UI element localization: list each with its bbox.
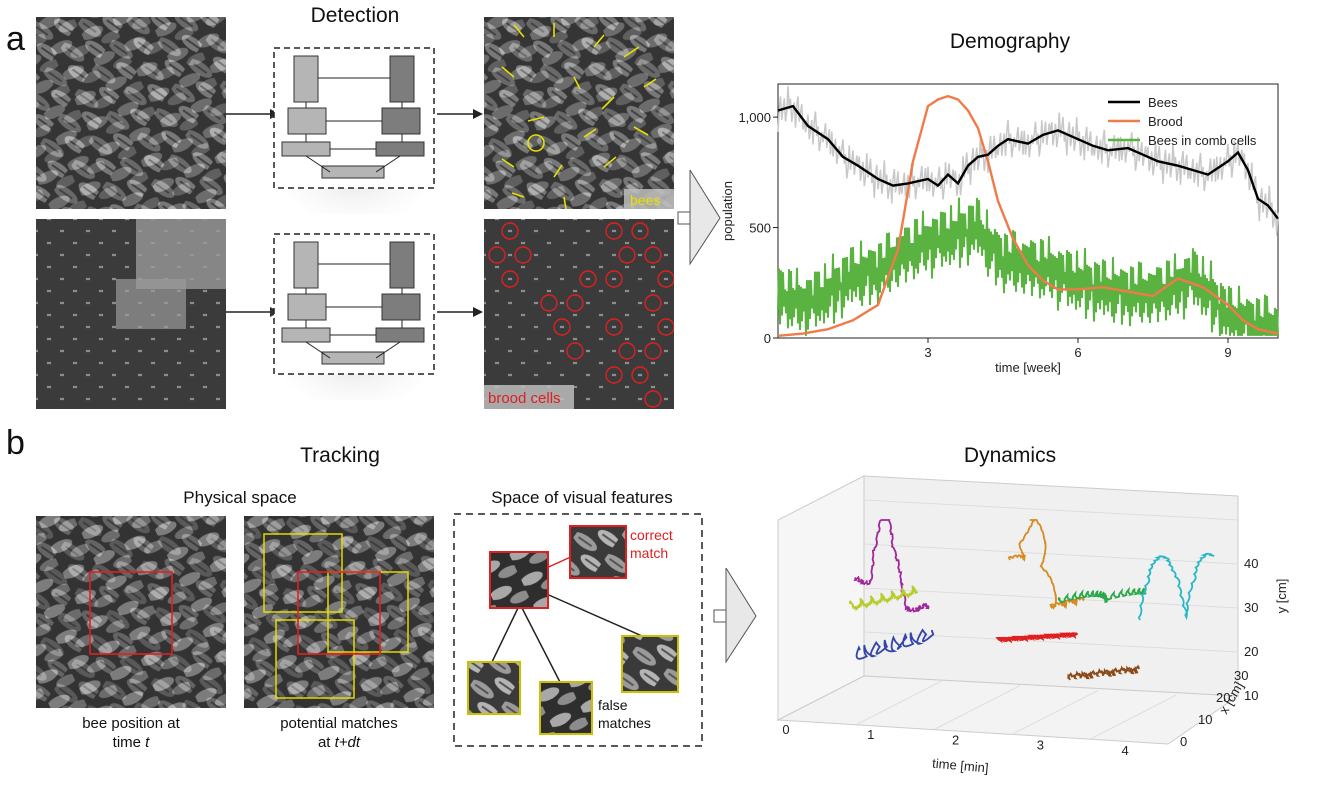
demography-chart: 3 6 9 0 500 1,000 time [week] population Bees Bro… <box>720 83 1279 375</box>
caption-line-1: potential matches <box>280 715 398 732</box>
panel-letter-a: a <box>6 20 25 58</box>
trajectory-line <box>995 632 1079 644</box>
unet-diagram-brood <box>270 233 440 400</box>
x-tick-label: 2 <box>952 732 959 747</box>
bee-position-image <box>36 516 226 708</box>
trajectory-line <box>1007 519 1085 610</box>
x-tick-label: 6 <box>1074 345 1081 360</box>
grid-line <box>863 499 1239 521</box>
back-wall <box>863 475 1239 697</box>
caption-time-prefix: time <box>112 734 146 751</box>
detected-brood-image: brood cells <box>484 219 674 409</box>
caption-line-2: time t <box>50 733 212 752</box>
y-tick-label: 40 <box>1244 556 1258 571</box>
false-matches-label-2: matches <box>598 715 651 731</box>
z-tick-label: 20 <box>1216 690 1230 705</box>
arrows-output <box>437 109 483 317</box>
y-axis-label: y [cm] <box>1274 579 1289 614</box>
caption-bee-position: bee position at time t <box>50 714 212 752</box>
trajectory-line <box>1137 552 1215 621</box>
panel-letter-b: b <box>6 424 25 462</box>
trajectory-line <box>849 585 919 612</box>
z-tick-label: 0 <box>1180 734 1187 749</box>
false-matches-label-1: false <box>598 697 628 713</box>
floor <box>776 675 1240 745</box>
correct-match-label-2: match <box>630 545 668 561</box>
dynamics-title: Dynamics <box>963 444 1057 467</box>
raw-comb-image <box>36 219 226 409</box>
series-line-brood <box>777 94 1279 337</box>
x-tick-label: 3 <box>1037 738 1044 753</box>
y-tick-label: 500 <box>749 221 771 236</box>
legend-label: Bees in comb cells <box>1148 133 1257 148</box>
potential-matches-image <box>244 516 434 708</box>
x-tick-label: 9 <box>1224 345 1231 360</box>
detected-bees-image: bees <box>484 17 674 209</box>
grid-line <box>1089 694 1177 740</box>
brood-cells-label: brood cells <box>488 390 561 407</box>
grid-line <box>863 543 1239 565</box>
caption-potential-matches: potential matches at t+dt <box>258 714 420 752</box>
grid-line <box>855 680 943 726</box>
correct-match-label-1: correct <box>630 527 673 543</box>
y-tick-label: 20 <box>1244 644 1258 659</box>
x-axis-label: time [week] <box>995 360 1061 375</box>
caption-time-var: t <box>145 734 150 751</box>
arrow-to-demography <box>677 170 721 266</box>
arrow-to-dynamics <box>713 568 757 664</box>
caption-line-1: bee position at <box>82 715 180 732</box>
trajectory-line <box>855 628 935 660</box>
trajectory-line <box>853 519 930 613</box>
trajectory-line <box>1057 586 1147 604</box>
grid-line <box>933 685 1021 731</box>
bees-label: bees <box>630 192 660 208</box>
y-axis-label: population <box>720 181 735 241</box>
grid-line <box>1011 689 1099 735</box>
x-axis-label: time [min] <box>932 756 989 776</box>
unet-diagram-bees <box>270 47 440 214</box>
y-tick-label: 10 <box>1244 688 1258 703</box>
caption-line-2: at t+dt <box>258 733 420 752</box>
visual-feature-space: correct match false matches <box>453 513 703 747</box>
x-tick-label: 1 <box>867 727 874 742</box>
series-line-bees <box>777 104 1279 220</box>
caption-tdt-var: t+dt <box>334 734 361 751</box>
visual-space-label: Space of visual features <box>491 488 673 507</box>
grid-line <box>863 587 1239 609</box>
caption-at-prefix: at <box>317 734 335 751</box>
detection-title: Detection <box>310 4 400 27</box>
tracking-title: Tracking <box>300 444 380 467</box>
y-tick-label: 30 <box>1244 600 1258 615</box>
z-tick-label: 10 <box>1198 712 1212 727</box>
legend-label: Brood <box>1148 114 1183 129</box>
y-tick-label: 1,000 <box>738 110 771 125</box>
raw-bees-line <box>777 86 1279 236</box>
legend-label: Bees <box>1148 95 1178 110</box>
series-line-comb-cells <box>777 197 1279 336</box>
x-tick-label: 3 <box>924 345 931 360</box>
y-tick-label: 0 <box>764 331 771 346</box>
raw-bees-image <box>36 17 226 209</box>
z-tick-label: 30 <box>1234 668 1248 683</box>
trajectory-line <box>1067 664 1140 681</box>
x-tick-label: 4 <box>1122 743 1129 758</box>
physical-space-label: Physical space <box>183 488 297 507</box>
x-tick-label: 0 <box>782 722 789 737</box>
demography-title: Demography <box>949 30 1071 53</box>
